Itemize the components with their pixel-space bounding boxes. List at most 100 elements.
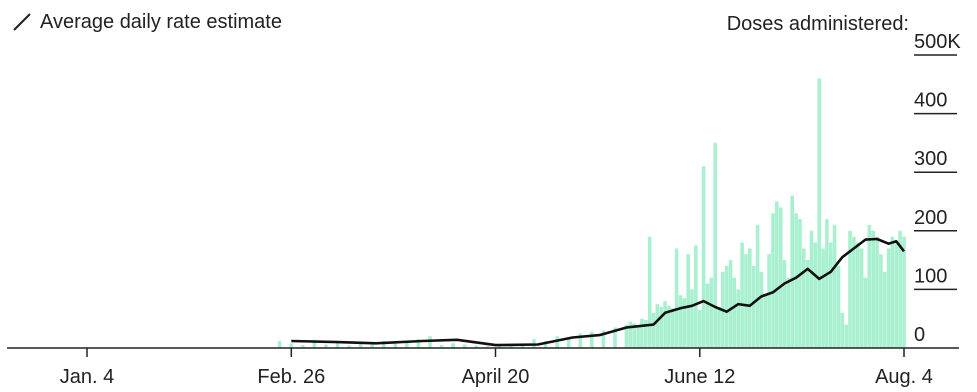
- bar: [663, 301, 667, 348]
- y-tick-label: 200: [914, 207, 947, 229]
- bar: [628, 321, 633, 348]
- bar: [324, 344, 328, 348]
- bar: [767, 254, 771, 348]
- bar: [840, 312, 845, 348]
- y-tick-label: 0: [914, 324, 925, 346]
- bar: [393, 343, 398, 348]
- bar: [736, 289, 741, 348]
- bar: [640, 318, 644, 348]
- x-tick-label: Aug. 4: [875, 366, 933, 387]
- bar: [667, 305, 671, 348]
- bar: [879, 254, 883, 348]
- bar: [358, 342, 363, 348]
- bar: [428, 336, 432, 348]
- bar: [671, 308, 675, 348]
- y-tick-label: 500K: [914, 31, 961, 53]
- bar-series: [277, 78, 906, 349]
- bar: [728, 260, 733, 348]
- bar: [636, 325, 640, 348]
- bar: [832, 224, 837, 348]
- bar: [798, 219, 802, 348]
- x-tick-label: Jan. 4: [60, 366, 114, 387]
- bar: [809, 230, 814, 348]
- bar: [751, 266, 756, 348]
- bar: [451, 343, 455, 348]
- bar: [624, 324, 629, 348]
- bar: [867, 224, 872, 348]
- bar: [439, 345, 444, 348]
- bar: [836, 266, 841, 348]
- bar: [717, 307, 721, 348]
- bar: [852, 236, 856, 348]
- bar: [405, 342, 409, 348]
- line-series: [291, 237, 906, 347]
- bar: [875, 236, 879, 348]
- bar: [805, 260, 810, 348]
- x-tick-label: Feb. 26: [257, 366, 325, 387]
- average-line: [291, 237, 906, 347]
- bar: [474, 345, 478, 348]
- bar: [277, 341, 282, 348]
- x-axis: Jan. 4 Feb. 26 April 20 June 12 Aug. 4: [7, 347, 959, 388]
- bar: [555, 336, 559, 348]
- diagonal-line-icon: [13, 13, 31, 31]
- bar: [462, 344, 467, 348]
- y-tick-label: 100: [914, 265, 947, 287]
- bar: [859, 248, 864, 348]
- bar: [312, 339, 317, 348]
- bar: [370, 343, 374, 348]
- bar: [898, 230, 902, 348]
- bar: [647, 236, 652, 348]
- bar: [844, 324, 848, 348]
- bar: [894, 242, 899, 348]
- bar: [686, 254, 690, 348]
- bar: [794, 213, 798, 348]
- y-tick-label: 300: [914, 148, 947, 170]
- bar: [778, 207, 783, 348]
- bar: [566, 337, 571, 348]
- bar: [709, 277, 714, 348]
- bar: [740, 242, 744, 348]
- bar: [856, 242, 860, 348]
- y-axis-title: Doses administered:: [727, 13, 909, 35]
- bar: [748, 248, 752, 348]
- bar: [813, 242, 818, 348]
- y-axis: 500K 400 300 200 100 0: [914, 31, 961, 346]
- bar: [817, 78, 821, 349]
- bar: [732, 277, 737, 348]
- bar: [790, 195, 794, 348]
- legend-label: Average daily rate estimate: [40, 11, 282, 33]
- bar: [651, 312, 656, 348]
- bar: [644, 319, 648, 348]
- bar: [724, 266, 729, 348]
- bar: [301, 345, 305, 348]
- bar: [655, 304, 660, 348]
- x-tick-label: April 20: [462, 366, 530, 387]
- bar: [682, 298, 687, 348]
- y-tick-label: 400: [914, 90, 947, 112]
- bar: [863, 277, 868, 348]
- bar: [509, 345, 513, 348]
- bar: [416, 339, 421, 348]
- bar: [771, 213, 775, 348]
- legend: Average daily rate estimate: [13, 11, 282, 33]
- bar: [890, 236, 895, 348]
- bar: [848, 230, 852, 348]
- bar: [829, 242, 833, 348]
- bar: [690, 289, 694, 348]
- bar: [543, 341, 548, 348]
- bar: [705, 283, 710, 348]
- bar: [698, 309, 702, 348]
- bar: [632, 323, 636, 348]
- bar: [701, 166, 706, 348]
- bar: [347, 345, 351, 348]
- bar: [613, 327, 617, 348]
- bar: [775, 201, 779, 348]
- bar: [289, 343, 293, 348]
- bar: [674, 248, 679, 348]
- bar: [578, 333, 583, 348]
- bar: [713, 142, 717, 348]
- bar: [755, 224, 760, 348]
